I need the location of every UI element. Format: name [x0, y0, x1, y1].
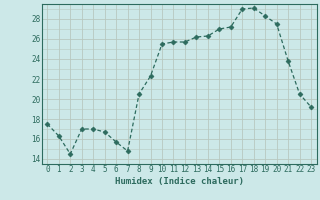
X-axis label: Humidex (Indice chaleur): Humidex (Indice chaleur): [115, 177, 244, 186]
